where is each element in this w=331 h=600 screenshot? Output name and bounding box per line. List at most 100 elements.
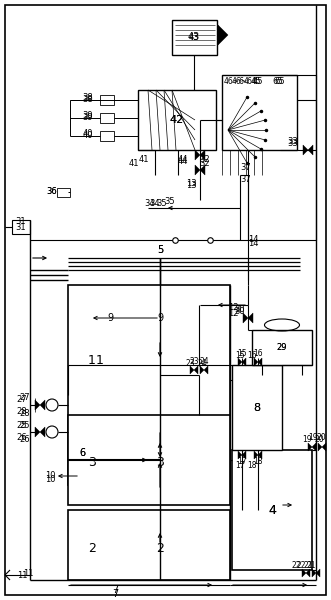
Polygon shape [200, 150, 205, 160]
Text: 43: 43 [189, 32, 199, 41]
Text: 27: 27 [17, 395, 27, 404]
Text: 43: 43 [188, 32, 200, 42]
Text: 12: 12 [228, 308, 238, 317]
Text: 42: 42 [170, 115, 184, 125]
Polygon shape [242, 451, 246, 459]
Text: 65: 65 [275, 76, 285, 85]
Text: 38: 38 [83, 92, 93, 101]
Text: 28: 28 [20, 409, 30, 418]
Bar [68, 415, 230, 505]
Text: 24: 24 [199, 358, 209, 367]
Text: 4: 4 [268, 503, 276, 517]
Bar [100, 113, 114, 123]
Text: 34: 34 [150, 199, 160, 208]
Text: 21: 21 [306, 562, 316, 571]
Text: 22: 22 [296, 562, 306, 571]
Text: 39: 39 [83, 110, 93, 119]
Text: 27: 27 [20, 394, 30, 403]
Text: 29: 29 [277, 343, 287, 352]
Bar [68, 285, 230, 485]
Polygon shape [204, 366, 208, 374]
Text: 12: 12 [228, 304, 238, 313]
Text: 38: 38 [83, 95, 93, 104]
Text: 8: 8 [254, 403, 260, 413]
Polygon shape [238, 358, 242, 366]
Bar [100, 131, 114, 141]
Text: 37: 37 [241, 175, 251, 185]
Text: 34: 34 [145, 199, 155, 208]
Polygon shape [254, 358, 258, 366]
Text: 25: 25 [20, 421, 30, 430]
Text: 30: 30 [235, 307, 245, 317]
Text: 33: 33 [288, 139, 298, 148]
Text: 23: 23 [189, 358, 199, 367]
Text: 11: 11 [17, 571, 27, 581]
Text: 65: 65 [273, 77, 283, 86]
Polygon shape [302, 569, 306, 577]
Polygon shape [258, 451, 262, 459]
Text: 30: 30 [235, 305, 245, 314]
Text: 17: 17 [237, 457, 247, 467]
Bar [232, 450, 312, 570]
Text: 44: 44 [178, 155, 188, 164]
Text: 24: 24 [197, 358, 207, 367]
Polygon shape [312, 443, 316, 451]
Polygon shape [238, 451, 242, 459]
Text: 10: 10 [45, 475, 55, 485]
Text: 11: 11 [23, 569, 33, 578]
Polygon shape [218, 25, 228, 45]
Polygon shape [248, 313, 253, 323]
Polygon shape [308, 443, 312, 451]
Text: 16: 16 [253, 349, 263, 358]
Polygon shape [242, 358, 246, 366]
Polygon shape [195, 165, 200, 175]
Bar [172, 20, 217, 55]
Text: 7: 7 [112, 585, 118, 595]
Text: 19: 19 [308, 433, 318, 443]
Text: 3: 3 [88, 457, 96, 469]
Text: 20: 20 [314, 436, 324, 445]
Text: 32: 32 [200, 158, 210, 167]
Polygon shape [195, 150, 200, 160]
Text: 15: 15 [237, 349, 247, 358]
Text: 26: 26 [17, 433, 27, 443]
Text: 15: 15 [235, 350, 245, 359]
Text: 46~64: 46~64 [224, 76, 250, 85]
Text: 23: 23 [185, 358, 195, 367]
Text: 31: 31 [16, 223, 26, 232]
Text: 17: 17 [235, 461, 245, 470]
Text: 36: 36 [47, 187, 57, 196]
Text: 14: 14 [248, 235, 258, 245]
Text: 9: 9 [107, 313, 113, 323]
Text: 35: 35 [165, 197, 175, 206]
Bar [222, 75, 297, 150]
Text: 36: 36 [47, 187, 57, 196]
Bar [252, 330, 312, 365]
Text: 13: 13 [186, 181, 196, 190]
Text: 26: 26 [20, 436, 30, 445]
Polygon shape [258, 358, 262, 366]
Text: 2: 2 [156, 541, 164, 554]
Text: 1: 1 [88, 353, 96, 367]
Polygon shape [308, 145, 313, 155]
Text: 2: 2 [88, 541, 96, 554]
Text: 3: 3 [156, 457, 164, 469]
Polygon shape [322, 443, 326, 451]
Bar [100, 95, 114, 105]
Text: 44: 44 [178, 157, 188, 166]
Text: 6: 6 [79, 448, 85, 458]
Polygon shape [306, 569, 310, 577]
Text: 42: 42 [170, 115, 184, 125]
Bar [232, 365, 282, 450]
Text: 29: 29 [277, 343, 287, 352]
Text: 16: 16 [247, 350, 257, 359]
Text: 4: 4 [268, 503, 276, 517]
Text: 18: 18 [253, 457, 263, 467]
Text: 6: 6 [79, 448, 85, 458]
Text: 5: 5 [157, 245, 163, 255]
Polygon shape [200, 366, 204, 374]
Text: 46~64: 46~64 [232, 77, 258, 86]
Polygon shape [200, 165, 205, 175]
Text: 20: 20 [316, 433, 326, 443]
Text: 28: 28 [17, 407, 27, 416]
